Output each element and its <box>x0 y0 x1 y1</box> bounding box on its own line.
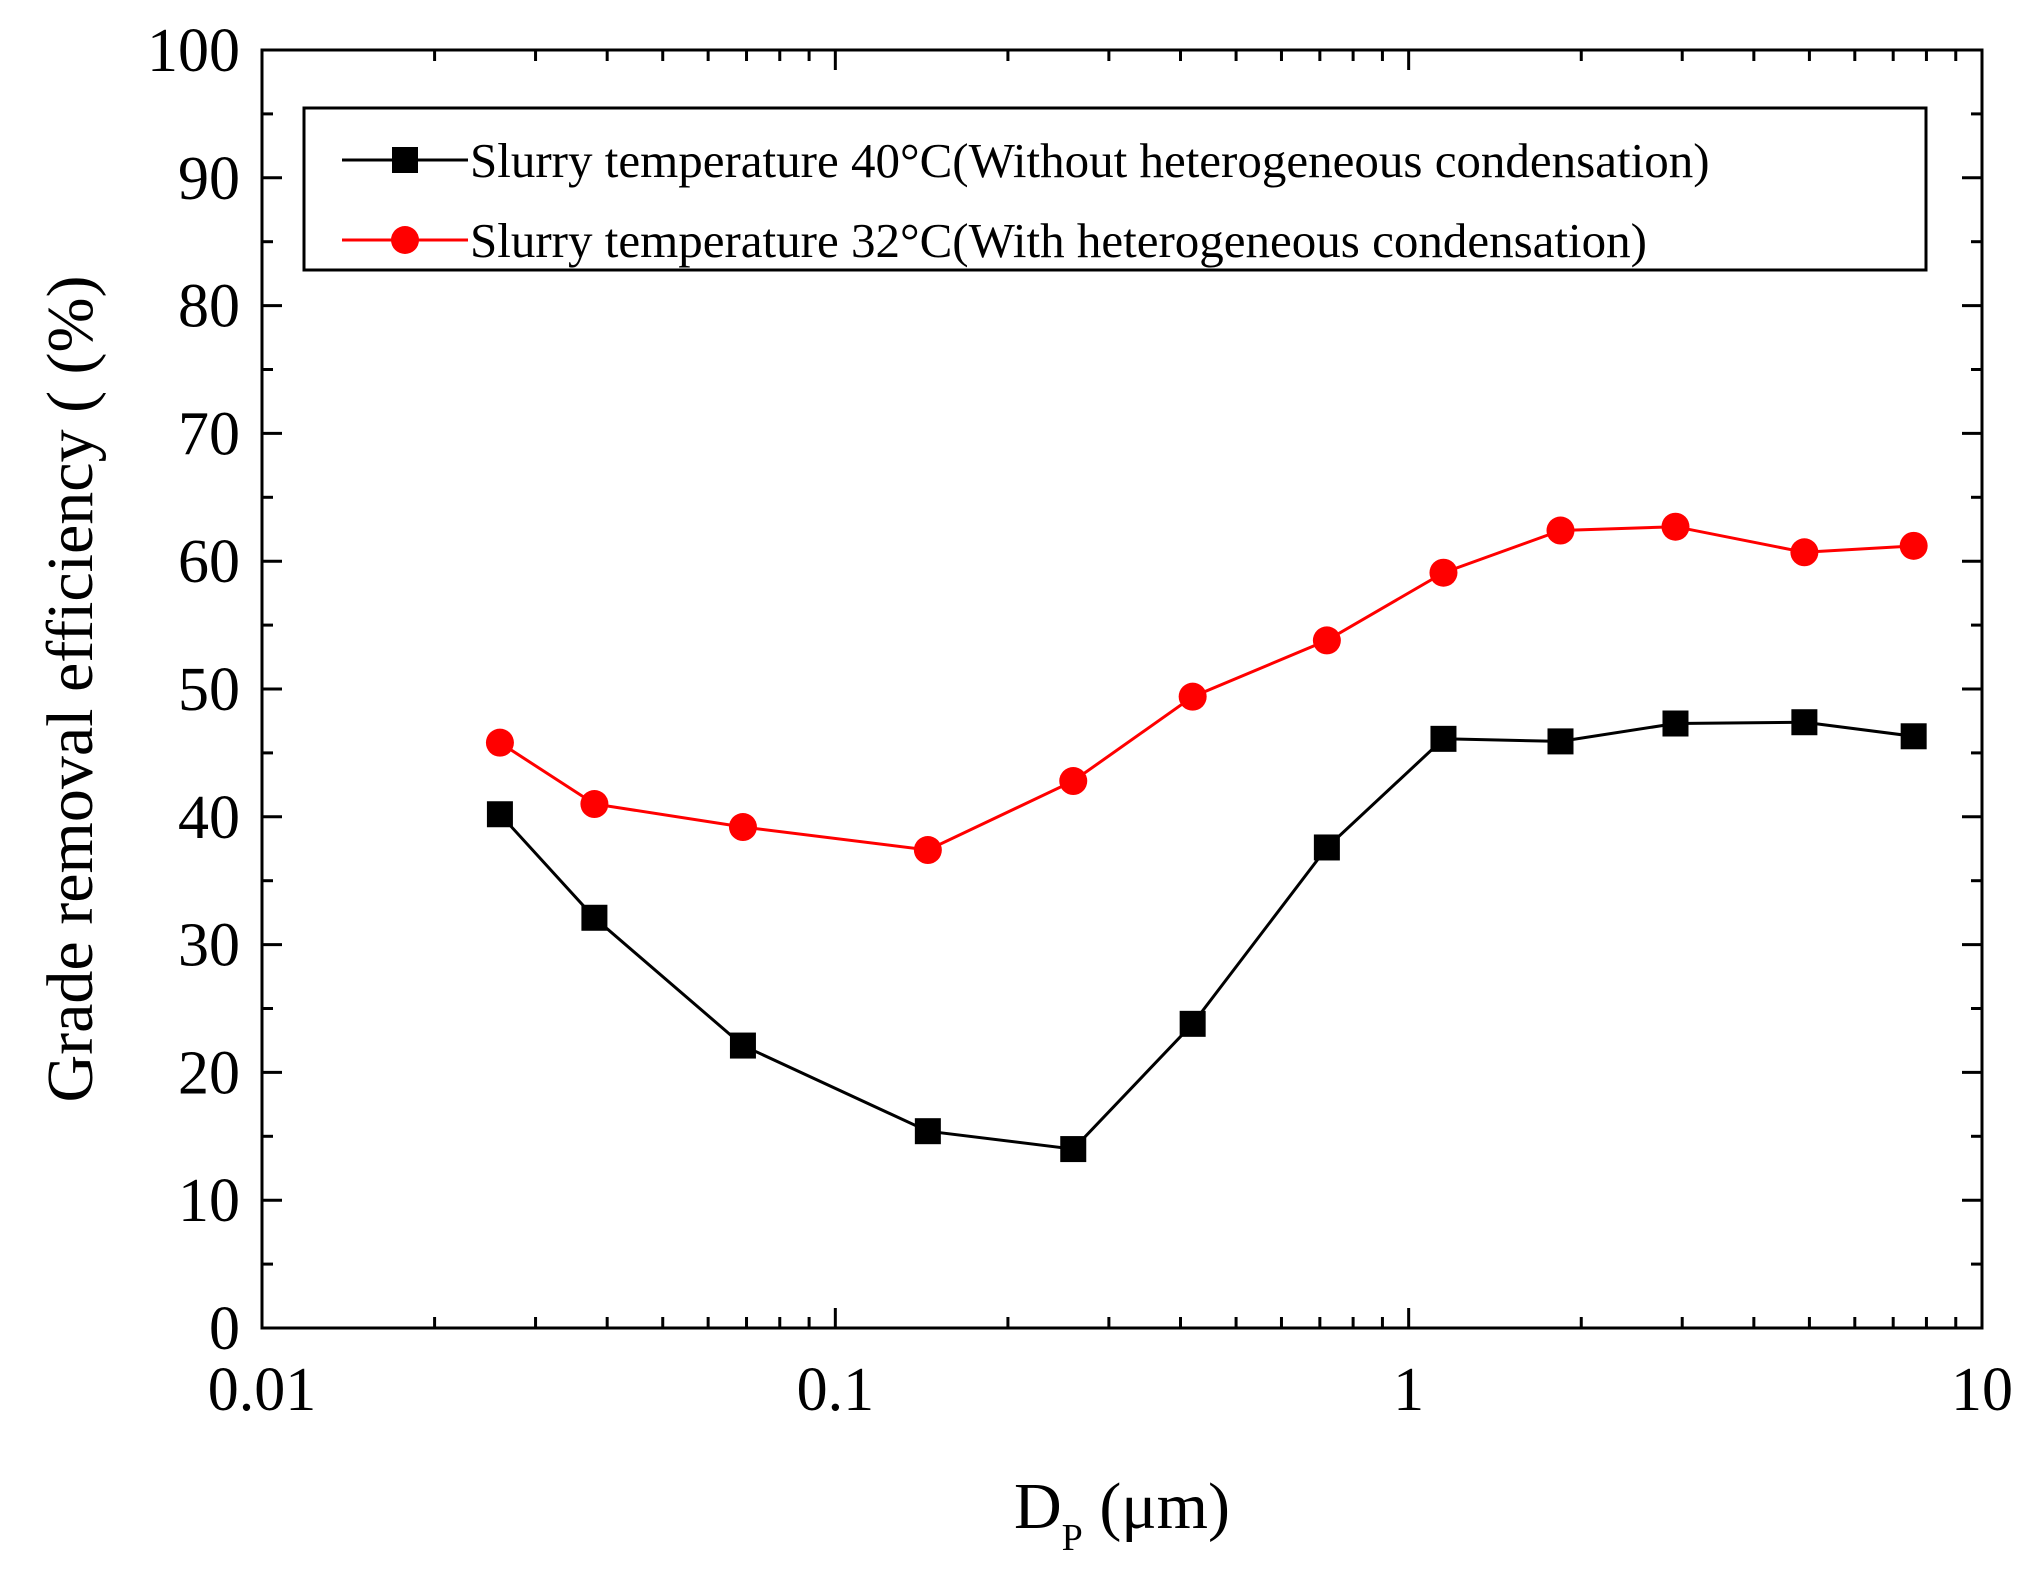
y-tick-label: 90 <box>178 145 240 213</box>
series-1-point <box>1313 834 1340 861</box>
y-tick-label: 10 <box>178 1167 240 1235</box>
series-1-point <box>1430 725 1457 752</box>
series-2-point <box>485 728 514 757</box>
series-1-point <box>1179 1010 1206 1037</box>
y-tick-label: 0 <box>209 1295 240 1363</box>
x-axis-title-unit: (μm) <box>1083 1470 1230 1543</box>
series-1-point <box>1060 1136 1087 1163</box>
x-tick-label: 10 <box>1951 1356 2013 1424</box>
x-tick-label: 0.01 <box>208 1356 317 1424</box>
x-axis-title-subscript: P <box>1062 1517 1083 1559</box>
series-2-point <box>1059 767 1088 796</box>
series-1-point <box>486 801 513 828</box>
series-2-point <box>1661 512 1690 541</box>
series-2-point <box>913 836 942 865</box>
series-2-point <box>1899 531 1928 560</box>
y-tick-label: 30 <box>178 912 240 980</box>
series-1-point <box>914 1118 941 1145</box>
y-tick-label: 70 <box>178 400 240 468</box>
series-2-point <box>1178 682 1207 711</box>
legend-label-1: Slurry temperature 40°C(Without heteroge… <box>470 133 1710 188</box>
series-2-point <box>1429 558 1458 587</box>
x-axis-title: DP (μm) <box>1014 1470 1230 1559</box>
y-tick-label: 40 <box>178 784 240 852</box>
series-2-point <box>728 813 757 842</box>
x-axis-title-main: D <box>1014 1470 1062 1543</box>
y-tick-label: 80 <box>178 273 240 341</box>
legend-box <box>302 106 1928 272</box>
series-2-point <box>1546 516 1575 545</box>
y-axis-title: Grade removal efficiency ( (%) <box>34 276 107 1103</box>
y-tick-label: 20 <box>178 1039 240 1107</box>
legend-marker-1 <box>392 147 418 173</box>
x-tick-label: 1 <box>1393 1356 1424 1424</box>
x-tick-label: 0.1 <box>797 1356 875 1424</box>
series-2-point <box>1312 626 1341 655</box>
series-line-2 <box>499 525 1914 852</box>
series-1-point <box>1900 723 1927 750</box>
legend-marker-2 <box>391 226 419 254</box>
series-1-point <box>1547 728 1574 755</box>
y-tick-label: 100 <box>147 17 240 85</box>
y-tick-label: 50 <box>178 656 240 724</box>
series-line-1 <box>498 720 1914 1151</box>
series-2-point <box>580 790 609 819</box>
series-1-point <box>1791 709 1818 736</box>
series-1-point <box>729 1032 756 1059</box>
y-tick-label: 60 <box>178 528 240 596</box>
legend-label-2: Slurry temperature 32°C(With heterogeneo… <box>470 213 1647 268</box>
series-1-point <box>1662 710 1689 737</box>
series-1-point <box>581 904 608 931</box>
series-2-point <box>1790 538 1819 567</box>
